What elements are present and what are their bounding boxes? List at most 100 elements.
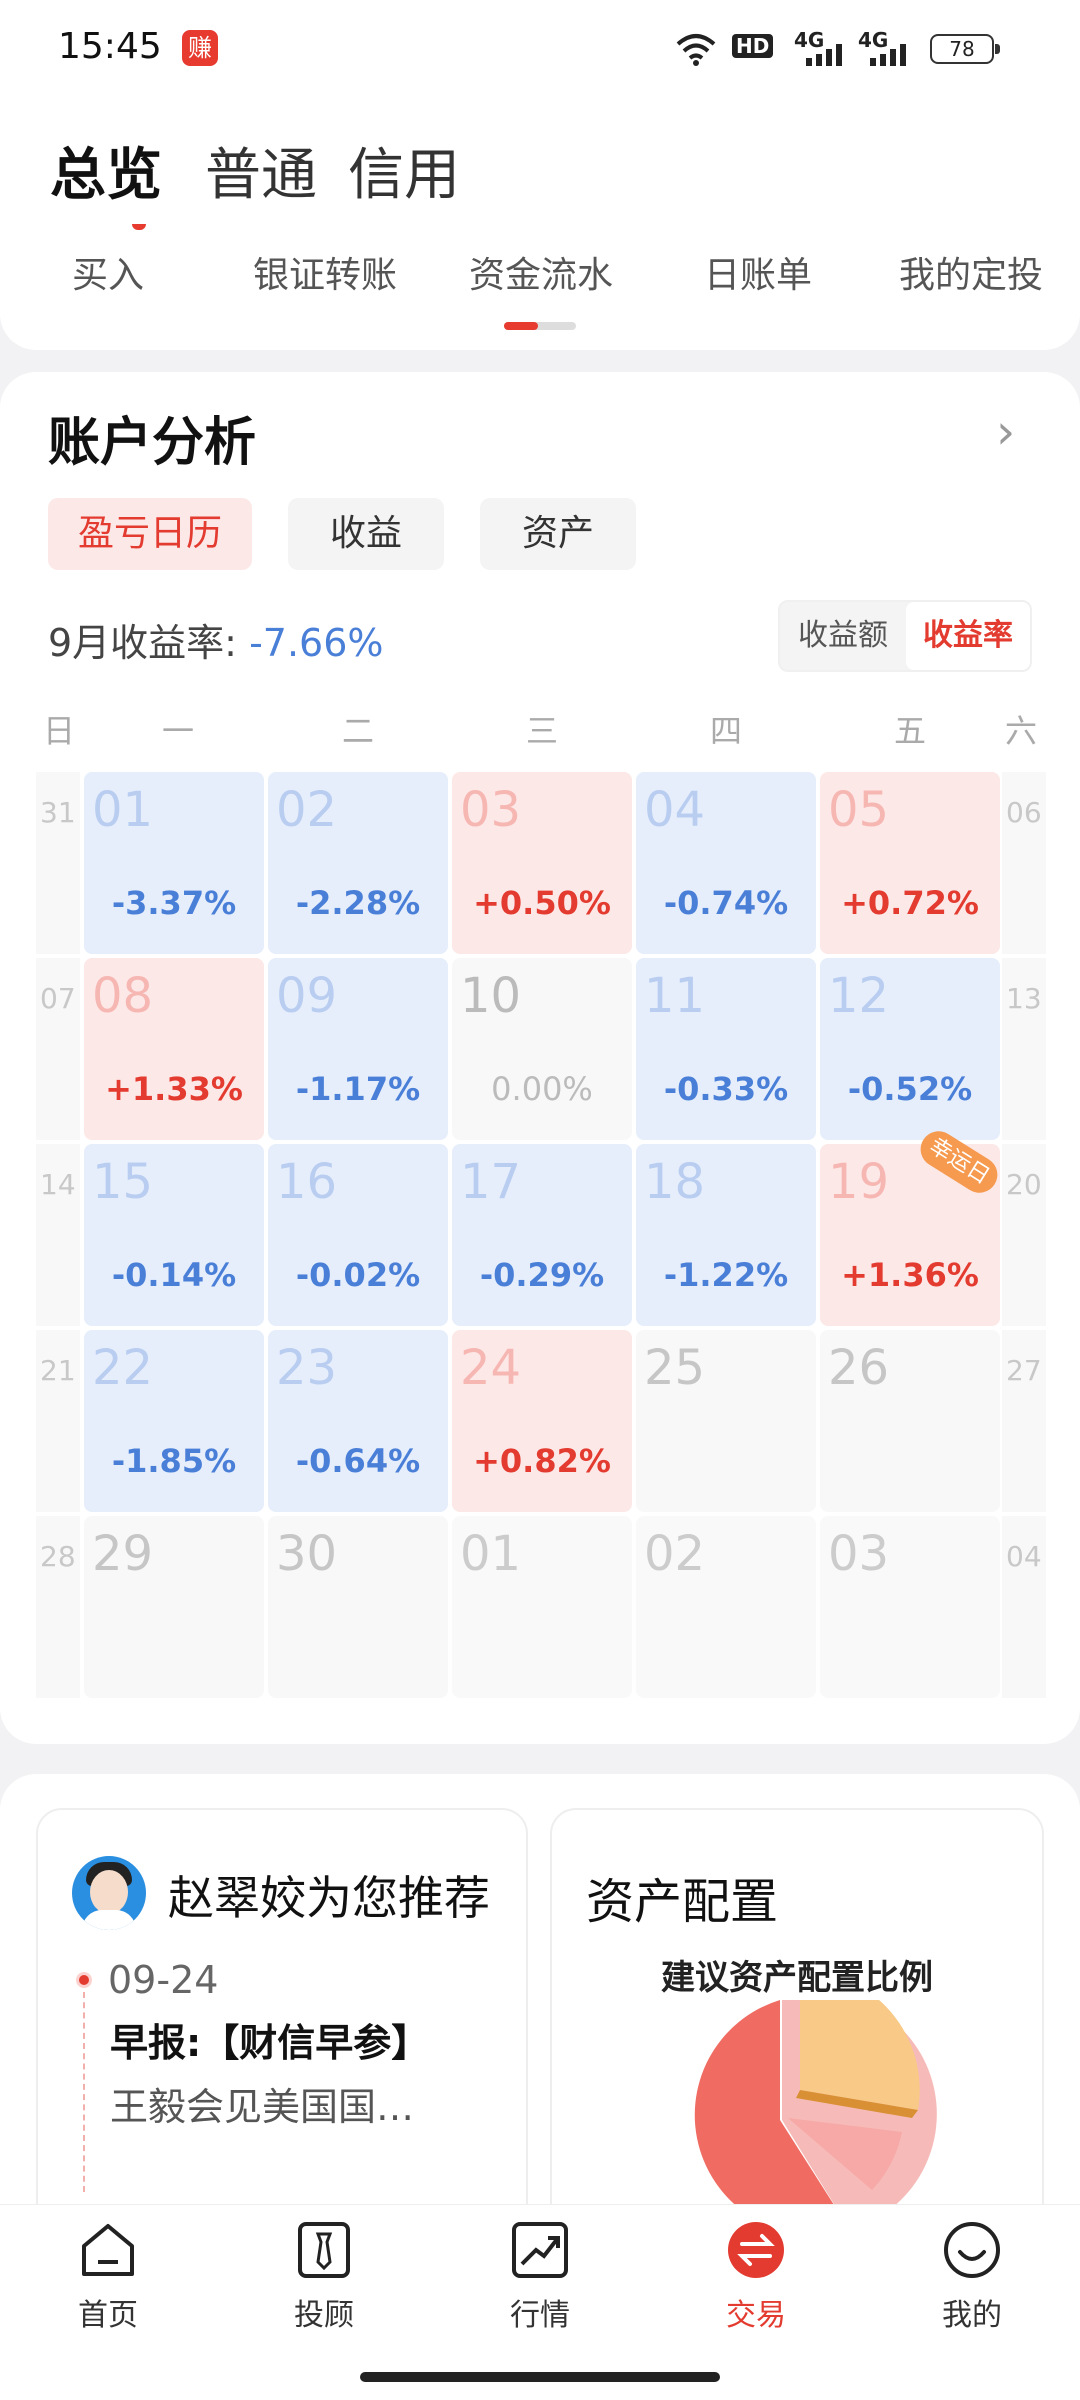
calendar-side-date: 04	[1002, 1516, 1046, 1698]
tab-overview[interactable]: 总览	[50, 143, 162, 208]
calendar-side-date: 20	[1002, 1144, 1046, 1326]
day-return: +0.72%	[841, 884, 979, 922]
nav-home-label: 首页	[78, 2298, 138, 2333]
day-number: 19	[828, 1154, 890, 1210]
calendar-day-cell[interactable]: 02	[636, 1516, 816, 1698]
calendar-side-date: 14	[36, 1144, 80, 1326]
calendar-day-cell[interactable]: 17 -0.29%	[452, 1144, 632, 1326]
value-toggle: 收益额 收益率	[778, 600, 1032, 672]
nav-profile-label: 我的	[942, 2298, 1002, 2333]
nav-trade[interactable]: 交易	[686, 2220, 826, 2334]
nav-advisor[interactable]: 投顾	[254, 2220, 394, 2334]
nav-market-label: 行情	[510, 2298, 570, 2333]
calendar-day-cell[interactable]: 08 +1.33%	[84, 958, 264, 1140]
day-number: 11	[644, 968, 706, 1024]
notification-dot	[132, 224, 146, 230]
calendar-side-date: 07	[36, 958, 80, 1140]
calendar-day-cell[interactable]: 04 -0.74%	[636, 772, 816, 954]
func-buy[interactable]: 买入	[71, 255, 144, 296]
calendar-day-cell[interactable]: 15 -0.14%	[84, 1144, 264, 1326]
day-return: -0.52%	[847, 1070, 973, 1108]
toggle-amount[interactable]: 收益额	[798, 618, 888, 653]
calendar-day-cell[interactable]: 23 -0.64%	[268, 1330, 448, 1512]
day-number: 26	[828, 1340, 890, 1396]
calendar-day-cell[interactable]: 10 0.00%	[452, 958, 632, 1140]
calendar-day-cell[interactable]: 12 -0.52%	[820, 958, 1000, 1140]
nav-home[interactable]: 首页	[38, 2220, 178, 2334]
nav-advisor-label: 投顾	[294, 2298, 354, 2333]
day-number: 10	[460, 968, 522, 1024]
nav-market[interactable]: 行情	[470, 2220, 610, 2334]
calendar-day-cell[interactable]: 29	[84, 1516, 264, 1698]
wifi-icon	[676, 34, 716, 66]
day-number: 16	[276, 1154, 338, 1210]
analysis-title: 账户分析	[48, 413, 257, 473]
chip-pnl-calendar[interactable]: 盈亏日历	[48, 498, 252, 570]
calendar-day-cell[interactable]: 30	[268, 1516, 448, 1698]
day-number: 30	[276, 1526, 338, 1582]
market-icon	[512, 2222, 568, 2278]
day-return: 0.00%	[491, 1070, 593, 1108]
day-number: 03	[828, 1526, 890, 1582]
day-return: -0.74%	[663, 884, 789, 922]
news-heading[interactable]: 早报:【财信早参】	[110, 2012, 429, 2067]
day-number: 03	[460, 782, 522, 838]
home-icon	[82, 2224, 134, 2276]
clock: 15:45	[58, 26, 162, 67]
day-number: 15	[92, 1154, 154, 1210]
chip-asset[interactable]: 资产	[480, 498, 636, 570]
day-number: 01	[460, 1526, 522, 1582]
calendar-day-cell[interactable]: 05 +0.72%	[820, 772, 1000, 954]
func-my-investment[interactable]: 我的定投	[898, 255, 1043, 296]
news-summary[interactable]: 王毅会见美国国…	[110, 2085, 415, 2129]
func-daily-bill[interactable]: 日账单	[703, 255, 812, 296]
chevron-right-icon[interactable]: ›	[996, 404, 1016, 460]
day-number: 25	[644, 1340, 706, 1396]
calendar-day-cell[interactable]: 22 -1.85%	[84, 1330, 264, 1512]
calendar-day-cell[interactable]: 03	[820, 1516, 1000, 1698]
profile-icon	[944, 2222, 1000, 2278]
calendar-side-date: 31	[36, 772, 80, 954]
calendar-day-cell[interactable]: 01	[452, 1516, 632, 1698]
day-number: 22	[92, 1340, 154, 1396]
toggle-rate[interactable]: 收益率	[906, 602, 1030, 670]
day-number: 04	[644, 782, 706, 838]
calendar-day-cell[interactable]: 18 -1.22%	[636, 1144, 816, 1326]
avatar	[72, 1856, 146, 1930]
calendar-day-cell[interactable]: 26	[820, 1330, 1000, 1512]
calendar-side-date: 27	[1002, 1330, 1046, 1512]
monthly-rate: 9月收益率: -7.66%	[48, 612, 384, 667]
day-return: -1.85%	[111, 1442, 237, 1480]
day-return: -0.29%	[479, 1256, 605, 1294]
day-number: 02	[644, 1526, 706, 1582]
func-fund-flow[interactable]: 资金流水	[468, 255, 613, 296]
calendar-day-cell[interactable]: 25	[636, 1330, 816, 1512]
battery-icon: 78	[930, 34, 1000, 64]
day-number: 29	[92, 1526, 154, 1582]
calendar-day-cell[interactable]: 16 -0.02%	[268, 1144, 448, 1326]
weekday-label: 日	[42, 712, 75, 750]
calendar-day-cell[interactable]: 24 +0.82%	[452, 1330, 632, 1512]
weekday-label: 一	[161, 712, 194, 750]
chip-income[interactable]: 收益	[288, 498, 444, 570]
day-return: +0.50%	[473, 884, 611, 922]
asset-config-title: 资产配置	[586, 1874, 779, 1930]
weekday-label: 三	[525, 712, 558, 750]
day-return: -0.02%	[295, 1256, 421, 1294]
calendar-day-cell[interactable]: 11 -0.33%	[636, 958, 816, 1140]
asset-config-subtitle: 建议资产配置比例	[661, 1958, 933, 1998]
nav-profile[interactable]: 我的	[902, 2220, 1042, 2334]
calendar-day-cell[interactable]: 02 -2.28%	[268, 772, 448, 954]
calendar-day-cell[interactable]: 03 +0.50%	[452, 772, 632, 954]
weekday-label: 五	[893, 712, 926, 750]
calendar-day-cell[interactable]: 09 -1.17%	[268, 958, 448, 1140]
tab-normal[interactable]: 普通	[205, 143, 317, 208]
signal-icon-1	[806, 44, 842, 66]
calendar-day-cell[interactable]: 01 -3.37%	[84, 772, 264, 954]
day-return: -3.37%	[111, 884, 237, 922]
day-return: -2.28%	[295, 884, 421, 922]
day-return: +1.36%	[841, 1256, 979, 1294]
day-number: 18	[644, 1154, 706, 1210]
func-transfer[interactable]: 银证转账	[252, 255, 397, 296]
tab-credit[interactable]: 信用	[348, 143, 460, 208]
